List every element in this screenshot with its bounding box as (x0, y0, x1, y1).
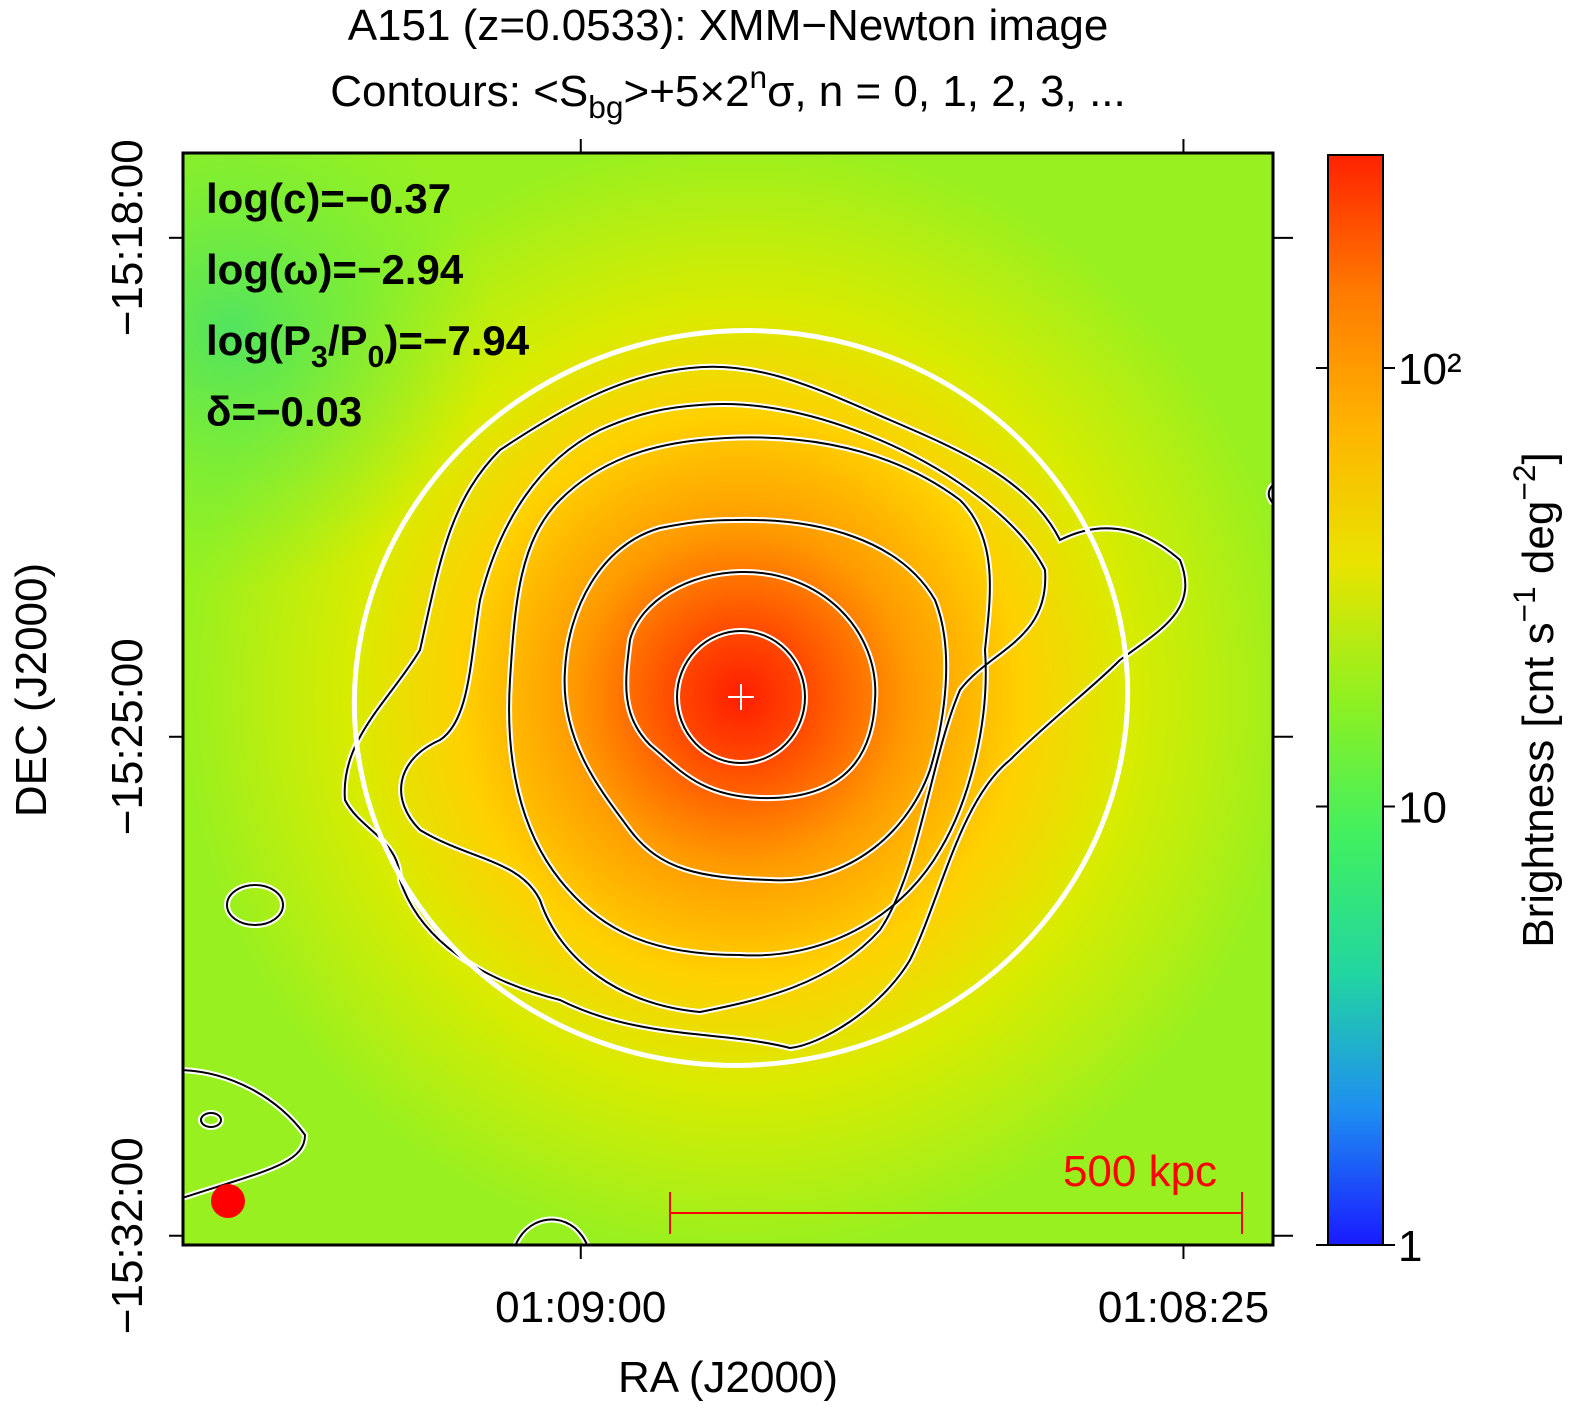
y-tick-label: −15:32:00 (103, 1137, 152, 1334)
annotation: log(P3/P0)=−7.94 (206, 317, 530, 374)
text-segment: ] (1514, 452, 1563, 464)
plot-frame (181, 151, 1275, 1247)
text-segment: log(P (206, 317, 311, 364)
y-tick-label: −15:18:00 (103, 139, 152, 336)
x-tick-label: 01:09:00 (495, 1283, 666, 1332)
annotation: δ=−0.03 (206, 388, 362, 435)
text-segment: 0 (368, 341, 385, 374)
scale-bar-label: 500 kpc (1063, 1147, 1217, 1196)
colorbar (1327, 154, 1384, 1246)
aperture-ellipse (351, 328, 1131, 1068)
x-axis-title: RA (J2000) (618, 1353, 838, 1402)
chart-title: A151 (z=0.0533): XMM−Newton image (348, 1, 1109, 50)
text-segment: bg (588, 89, 623, 125)
center-marker (728, 684, 754, 710)
text-segment: deg (1514, 501, 1563, 587)
text-segment: log(c)=−0.37 (206, 175, 451, 222)
annotation: log(c)=−0.37 (206, 175, 451, 222)
contours (183, 363, 1273, 1245)
chart-subtitle: Contours: <Sbg>+5×2nσ, n = 0, 1, 2, 3, .… (330, 59, 1126, 125)
text-segment: σ, n = 0, 1, 2, 3, ... (767, 67, 1126, 116)
colorbar-tick-label: 10² (1398, 345, 1462, 394)
colorbar-tick-label: 10 (1398, 783, 1447, 832)
text-segment: >+5×2 (624, 67, 750, 116)
text-segment: 3 (311, 341, 328, 374)
text-segment: /P (328, 317, 368, 364)
colorbar-tick-label: 1 (1398, 1222, 1422, 1271)
text-segment: δ=−0.03 (206, 388, 362, 435)
colorbar-title: Brightness [cnt s−1 deg−2] (1506, 452, 1563, 947)
text-segment: log(ω)=−2.94 (206, 246, 464, 293)
text-segment: −1 (1506, 586, 1542, 622)
text-segment: n (750, 59, 768, 95)
y-tick-label: −15:25:00 (103, 638, 152, 835)
text-segment: Brightness [cnt s (1514, 622, 1563, 947)
x-tick-label: 01:08:25 (1098, 1283, 1269, 1332)
text-segment: Contours: <S (330, 67, 588, 116)
text-segment: )=−7.94 (384, 317, 529, 364)
scale-bar (669, 1192, 1243, 1234)
annotation: log(ω)=−2.94 (206, 246, 464, 293)
text-segment: −2 (1506, 465, 1542, 501)
beam-marker (211, 1184, 245, 1218)
y-axis-title: DEC (J2000) (7, 563, 56, 817)
image (183, 153, 1273, 1245)
